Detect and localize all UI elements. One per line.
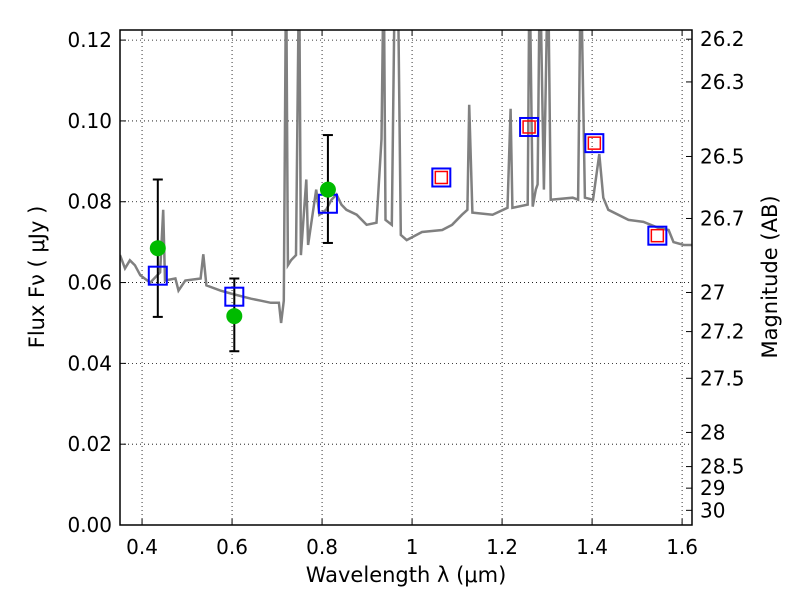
y2-tick-label: 27 — [700, 280, 725, 304]
model-blue-square — [584, 133, 605, 154]
y-tick-label: 0.02 — [67, 432, 112, 456]
y-axis-label: Flux Fν ( μJy ) — [25, 206, 49, 349]
y-tick-label: 0.10 — [67, 109, 112, 133]
y2-tick-label: 27.2 — [700, 320, 745, 344]
y-tick-label: 0.00 — [67, 513, 112, 537]
plot-frame — [119, 29, 693, 526]
y2-tick-label: 26.3 — [700, 70, 745, 94]
y2-axis-label: Magnitude (AB) — [758, 195, 782, 358]
y-tick-label: 0.12 — [67, 28, 112, 52]
y2-tick-label: 28 — [700, 420, 725, 444]
y2-tick-label: 27.5 — [700, 366, 745, 390]
model-red-square — [522, 120, 536, 134]
model-blue-square — [147, 265, 168, 286]
y2-tick-label: 26.7 — [700, 206, 745, 230]
x-tick-label: 0.8 — [306, 535, 338, 559]
y-tick-label: 0.04 — [67, 351, 112, 375]
x-tick-label: 1.2 — [486, 535, 518, 559]
y-tick-label: 0.08 — [67, 190, 112, 214]
model-blue-square — [647, 225, 668, 246]
model-blue-square — [431, 167, 452, 188]
model-red-square — [650, 228, 665, 243]
y2-tick-label: 26.2 — [700, 27, 745, 51]
y-tick-label: 0.06 — [67, 271, 112, 295]
y2-tick-label: 30 — [700, 498, 725, 522]
x-tick-label: 1.4 — [576, 535, 608, 559]
x-tick-label: 1.6 — [666, 535, 698, 559]
model-blue-square — [519, 116, 540, 137]
observed-point — [149, 240, 166, 257]
y2-tick-label: 29 — [700, 476, 725, 500]
x-tick-label: 0.6 — [216, 535, 248, 559]
x-axis-ticks: 0.4 0.6 0.8 1 1.2 1.4 1.6 — [126, 30, 698, 559]
y2-tick-label: 28.5 — [700, 455, 745, 479]
model-red-square — [434, 170, 449, 185]
model-red-square — [587, 136, 602, 150]
x-axis-label: Wavelength λ (μm) — [306, 563, 507, 587]
y-axis-ticks: 0.00 0.02 0.04 0.06 0.08 0.10 0.12 — [67, 28, 126, 537]
y2-tick-label: 26.5 — [700, 144, 745, 168]
observed-point — [319, 181, 336, 198]
x-tick-label: 1 — [406, 535, 419, 559]
model-blue-square — [224, 286, 245, 307]
observed-point — [226, 308, 243, 325]
spectrum-polyline — [120, 30, 692, 324]
x-tick-label: 0.4 — [126, 535, 158, 559]
spectrum-line — [120, 30, 692, 324]
data-markers — [147, 116, 668, 353]
